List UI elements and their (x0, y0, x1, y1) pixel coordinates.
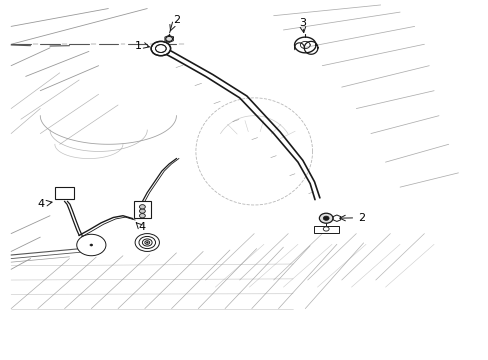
FancyBboxPatch shape (155, 45, 166, 52)
Circle shape (319, 213, 332, 223)
Circle shape (77, 234, 106, 256)
Circle shape (90, 244, 93, 246)
Circle shape (142, 239, 152, 246)
Text: 4: 4 (139, 222, 145, 232)
Text: 2: 2 (173, 15, 180, 25)
Circle shape (84, 240, 98, 250)
FancyBboxPatch shape (313, 226, 338, 233)
Circle shape (323, 227, 328, 231)
Text: 3: 3 (299, 18, 305, 28)
Circle shape (146, 242, 148, 243)
Circle shape (139, 209, 145, 213)
Text: 2: 2 (358, 213, 365, 223)
Circle shape (155, 45, 166, 53)
Circle shape (88, 243, 95, 248)
Circle shape (135, 234, 159, 251)
FancyBboxPatch shape (55, 187, 74, 199)
Circle shape (151, 41, 170, 56)
Circle shape (81, 237, 102, 253)
FancyBboxPatch shape (134, 201, 150, 218)
Circle shape (139, 213, 145, 218)
Text: 1: 1 (135, 41, 142, 51)
Circle shape (139, 204, 145, 209)
Text: 4: 4 (38, 199, 45, 208)
Circle shape (144, 241, 149, 244)
Circle shape (323, 216, 328, 220)
Circle shape (165, 36, 172, 41)
Circle shape (139, 237, 155, 249)
